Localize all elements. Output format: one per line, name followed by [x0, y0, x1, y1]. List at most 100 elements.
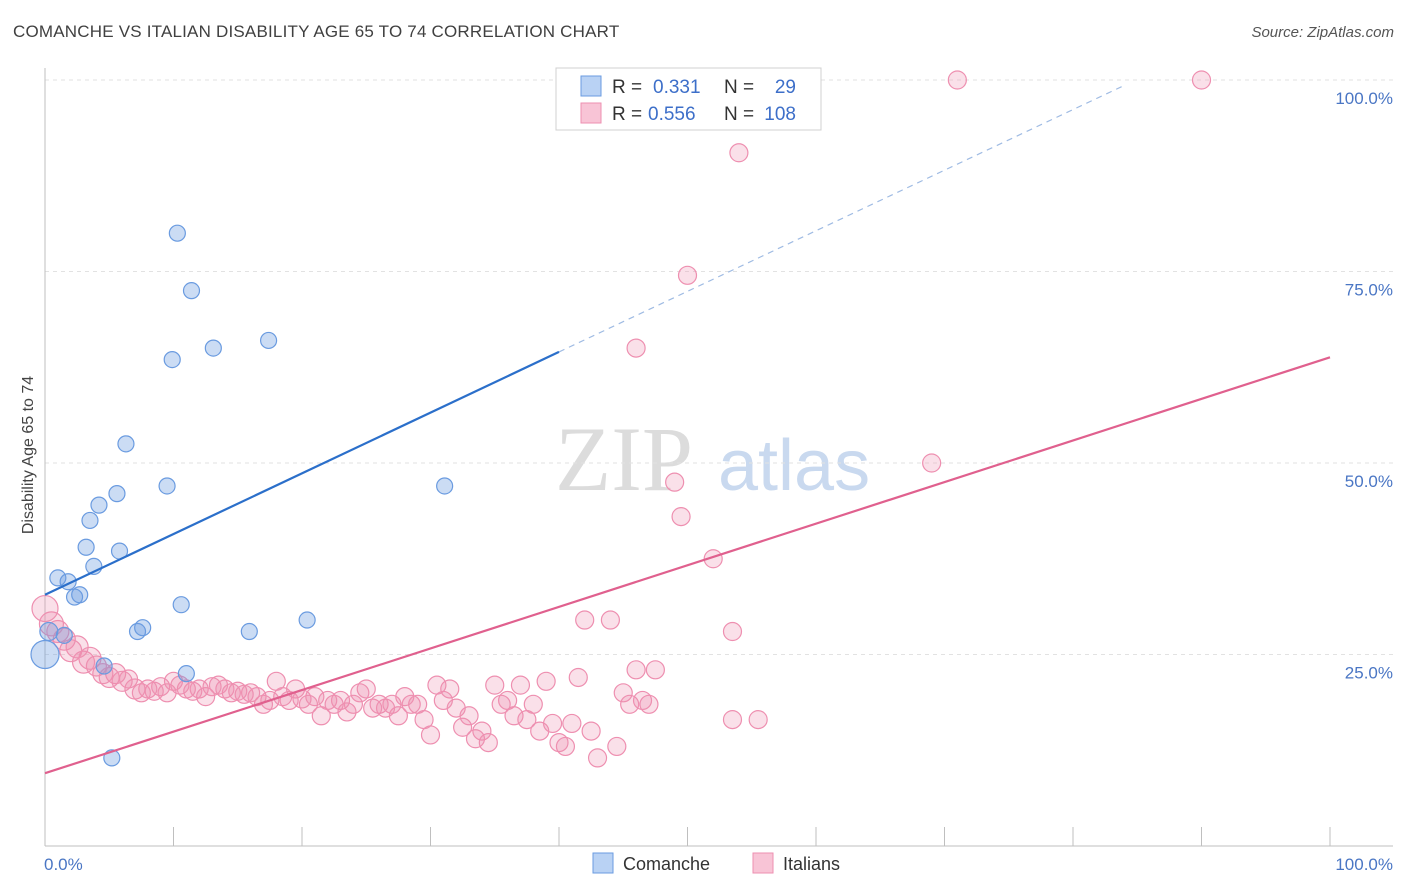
italians-point: [555, 736, 576, 757]
chart-title: COMANCHE VS ITALIAN DISABILITY AGE 65 TO…: [13, 22, 620, 41]
italians-point: [677, 265, 698, 285]
x-tick-label-min: 0.0%: [44, 855, 83, 874]
axes: [44, 68, 1393, 847]
legend-r-label: R =: [612, 77, 642, 98]
comanche-points: [30, 224, 454, 767]
italians-bottom-swatch: [752, 852, 774, 874]
italians-point: [196, 687, 216, 707]
comanche-point: [71, 586, 89, 604]
y-axis-title: Disability Age 65 to 74: [20, 376, 37, 534]
y-tick-label: 100.0%: [1335, 89, 1393, 108]
y-tick-label: 25.0%: [1345, 664, 1393, 683]
comanche-point: [168, 224, 186, 242]
italians-point: [485, 675, 505, 695]
italians-point: [600, 610, 621, 630]
italians-point: [111, 670, 133, 692]
comanche-point: [90, 496, 108, 514]
italians-point: [562, 713, 582, 734]
italians-bottom-label: Italians: [783, 854, 840, 874]
y-tick-label: 50.0%: [1345, 472, 1393, 491]
italians-point: [71, 650, 96, 674]
italians-point: [330, 690, 351, 711]
italians-point: [947, 70, 967, 90]
italians-point: [922, 453, 942, 473]
legend-n-comanche: 29: [775, 77, 796, 98]
comanche-point: [240, 622, 258, 641]
comanche-point: [95, 657, 113, 675]
comanche-point: [204, 339, 222, 357]
comanche-point: [177, 665, 195, 683]
italians-point: [356, 679, 376, 699]
legend-n-label: N =: [724, 77, 754, 98]
comanche-point: [55, 626, 73, 644]
comanche-point: [108, 485, 126, 503]
italians-point: [645, 660, 665, 680]
y-tick-labels: 25.0% 50.0% 75.0% 100.0%: [1335, 89, 1393, 683]
comanche-trend-extension: [558, 84, 1125, 353]
comanche-point: [134, 619, 152, 637]
y-tick-label: 75.0%: [1345, 281, 1393, 300]
italians-point: [298, 694, 319, 714]
comanche-point: [49, 569, 67, 587]
comanche-point: [172, 596, 190, 614]
italians-point: [343, 694, 363, 714]
italians-points: [31, 70, 1212, 768]
legend-n-label: N =: [724, 104, 754, 125]
legend-n-italians: 108: [764, 104, 796, 125]
italians-point: [581, 721, 601, 741]
italians-point: [472, 721, 492, 741]
comanche-point: [81, 511, 99, 530]
watermark-zip: ZIP: [555, 408, 693, 510]
comanche-point: [117, 435, 135, 453]
x-tick-label-max: 100.0%: [1335, 855, 1393, 874]
italians-point: [626, 338, 646, 358]
italians-point: [639, 694, 659, 714]
source-label: Source: ZipAtlas.com: [1251, 24, 1394, 41]
legend-box: R = 0.331 N = 29 R = 0.556 N = 108: [555, 67, 822, 131]
comanche-point: [163, 350, 181, 369]
italians-point: [568, 667, 588, 688]
italians-point: [388, 706, 408, 726]
italians-point: [440, 679, 460, 699]
italians-point: [305, 687, 325, 707]
legend-r-comanche: 0.331: [653, 77, 701, 98]
italians-point: [453, 717, 473, 737]
italians-point: [613, 683, 633, 703]
italians-point: [626, 660, 646, 680]
comanche-point: [39, 621, 59, 642]
watermark-atlas: atlas: [718, 426, 870, 506]
italians-point: [465, 729, 486, 749]
comanche-point: [259, 331, 278, 350]
italians-point: [478, 732, 498, 753]
italians-point: [1191, 70, 1212, 90]
italians-legend-swatch: [580, 102, 602, 124]
italians-point: [665, 472, 685, 492]
comanche-point: [30, 639, 60, 670]
comanche-point: [436, 477, 454, 495]
italians-point: [671, 507, 691, 527]
italians-point: [607, 736, 627, 757]
italians-point: [420, 725, 441, 745]
trend-lines: [44, 84, 1331, 775]
comanche-legend-swatch: [580, 75, 602, 97]
italians-point: [722, 710, 743, 730]
comanche-point: [77, 538, 95, 556]
grid-lines: [45, 79, 1393, 655]
comanche-bottom-swatch: [592, 852, 614, 874]
italians-point: [504, 706, 524, 726]
comanche-point: [182, 282, 201, 300]
italians-point: [542, 713, 563, 734]
legend-r-italians: 0.556: [648, 104, 696, 125]
italians-point: [31, 594, 59, 623]
italians-point: [748, 710, 768, 730]
italians-point: [620, 694, 640, 714]
italians-point: [575, 610, 595, 630]
italians-point: [510, 675, 531, 695]
comanche-point: [298, 611, 316, 629]
legend-r-label: R =: [612, 104, 642, 125]
comanche-trend-line: [44, 350, 560, 596]
italians-point: [722, 621, 743, 642]
italians-point: [523, 694, 543, 714]
italians-point: [459, 706, 479, 726]
